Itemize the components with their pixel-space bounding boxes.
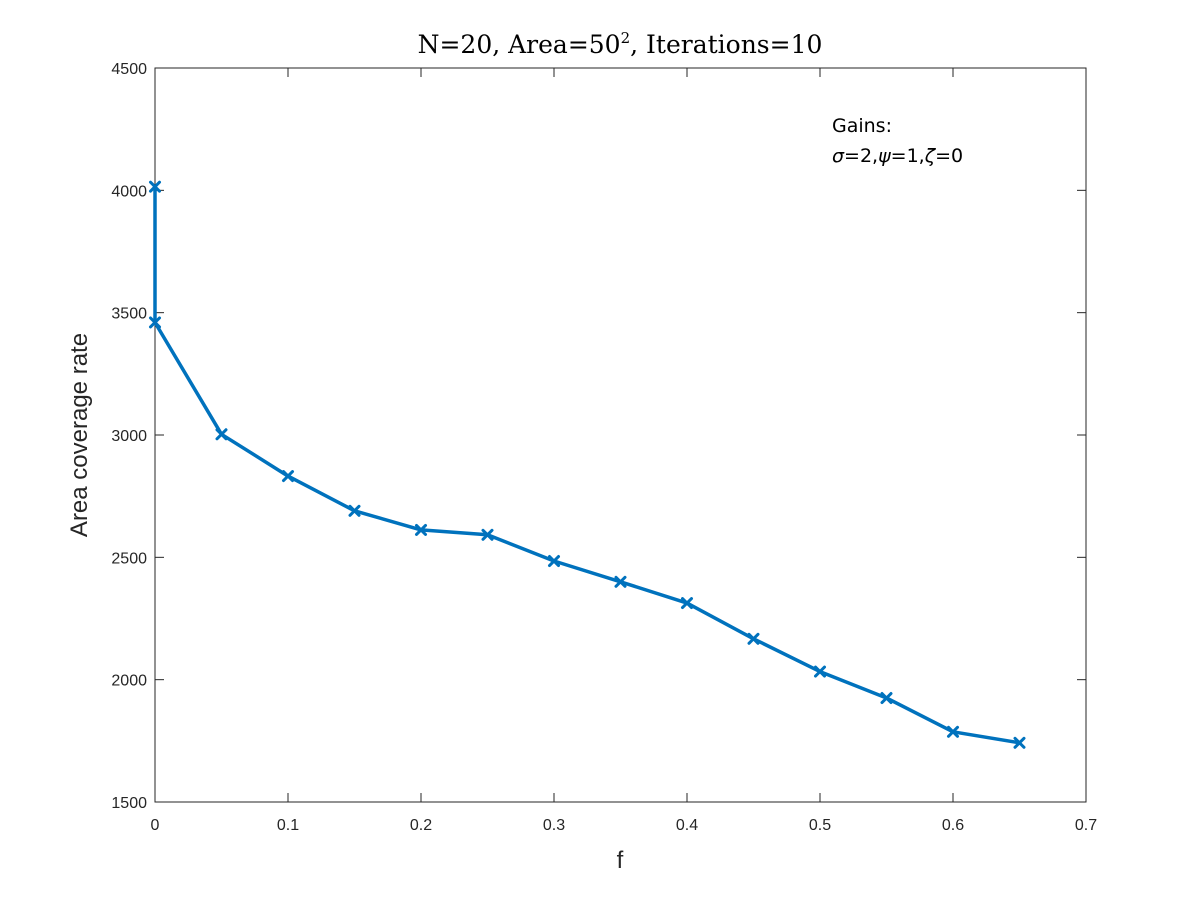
y-tick-label: 4500 bbox=[111, 61, 147, 78]
data-point bbox=[282, 470, 294, 483]
y-tick-label: 3500 bbox=[111, 306, 147, 323]
y-tick-label: 3000 bbox=[111, 428, 147, 445]
annotation-line-2: σ=2,ψ=1,ζ=0 bbox=[832, 145, 963, 167]
data-point bbox=[149, 180, 161, 193]
x-tick-label: 0.3 bbox=[543, 817, 565, 834]
y-axis: 1500 2000 2500 3000 3500 4000 4500 bbox=[111, 61, 1086, 812]
data-point bbox=[415, 523, 427, 536]
x-tick-label: 0.5 bbox=[809, 817, 831, 834]
data-point bbox=[814, 665, 826, 678]
y-tick-label: 4000 bbox=[111, 183, 147, 200]
data-point bbox=[215, 428, 228, 441]
x-tick-label: 0 bbox=[151, 817, 160, 834]
plot-area bbox=[154, 67, 1087, 803]
x-tick-label: 0.2 bbox=[410, 817, 432, 834]
x-tick-label: 0.1 bbox=[277, 817, 299, 834]
y-tick-label: 2500 bbox=[111, 550, 147, 567]
y-tick-label: 1500 bbox=[111, 795, 147, 812]
y-tick-label: 2000 bbox=[111, 673, 147, 690]
chart-title: N=20, Area=502, Iterations=10 bbox=[418, 29, 823, 59]
data-point bbox=[614, 575, 627, 588]
data-point bbox=[747, 632, 760, 645]
x-tick-label: 0.6 bbox=[942, 817, 964, 834]
x-axis-label: f bbox=[617, 847, 624, 874]
gains-annotation: Gains: σ=2,ψ=1,ζ=0 bbox=[832, 115, 963, 167]
series-group bbox=[149, 180, 1026, 749]
data-point bbox=[880, 692, 893, 705]
data-point bbox=[481, 528, 494, 541]
data-point bbox=[681, 597, 693, 610]
x-tick-label: 0.7 bbox=[1075, 817, 1097, 834]
data-point bbox=[149, 316, 161, 329]
x-tick-label: 0.4 bbox=[676, 817, 698, 834]
data-point bbox=[1013, 736, 1026, 749]
data-point bbox=[947, 725, 959, 738]
x-axis: 0 0.1 0.2 0.3 0.4 0.5 0.6 0.7 bbox=[151, 68, 1097, 834]
data-point bbox=[548, 555, 560, 568]
data-point bbox=[348, 504, 361, 517]
y-axis-label: Area coverage rate bbox=[66, 333, 93, 537]
title-superscript: 2 bbox=[621, 29, 631, 47]
annotation-line-1: Gains: bbox=[832, 115, 892, 137]
